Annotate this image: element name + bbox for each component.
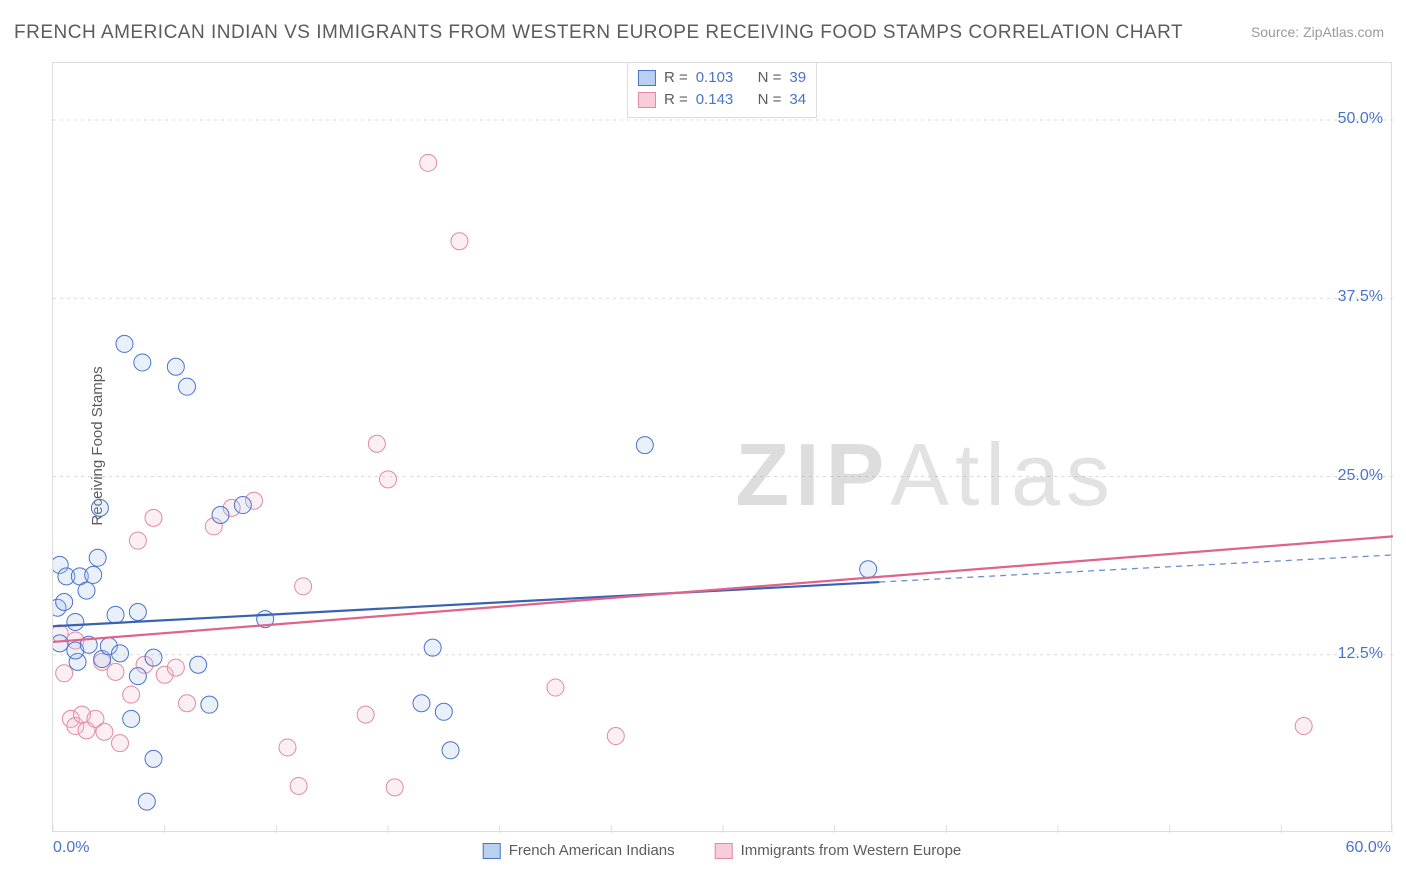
legend-series-item-blue: French American Indians (483, 842, 675, 859)
x-tick-label-max: 60.0% (1346, 839, 1391, 857)
plot-area: ZIPAtlas 12.5% 25.0% 37.5% 50.0% 0.0% 60… (52, 62, 1392, 832)
legend-series-item-pink: Immigrants from Western Europe (715, 842, 962, 859)
legend-N-value-blue: 39 (789, 67, 806, 89)
legend-series-label-blue: French American Indians (509, 842, 675, 859)
legend-swatch-blue (638, 70, 656, 86)
y-tick-label: 37.5% (1338, 288, 1383, 306)
legend-N-value-pink: 34 (789, 89, 806, 111)
y-tick-label: 50.0% (1338, 110, 1383, 128)
legend-series: French American Indians Immigrants from … (483, 842, 962, 859)
legend-swatch-blue (483, 843, 501, 859)
chart-title: FRENCH AMERICAN INDIAN VS IMMIGRANTS FRO… (14, 22, 1183, 43)
legend-N-label: N = (758, 67, 782, 89)
y-tick-label: 25.0% (1338, 467, 1383, 485)
legend-stats-box: R = 0.103 N = 39 R = 0.143 N = 34 (627, 63, 817, 118)
chart-svg (53, 63, 1393, 833)
legend-swatch-pink (638, 92, 656, 108)
x-tick-label-min: 0.0% (53, 839, 89, 857)
legend-R-label: R = (664, 89, 688, 111)
source-attribution: Source: ZipAtlas.com (1251, 24, 1384, 40)
legend-swatch-pink (715, 843, 733, 859)
y-tick-label: 12.5% (1338, 645, 1383, 663)
legend-series-label-pink: Immigrants from Western Europe (741, 842, 962, 859)
header-row: FRENCH AMERICAN INDIAN VS IMMIGRANTS FRO… (14, 22, 1392, 50)
legend-stats-row-blue: R = 0.103 N = 39 (638, 67, 806, 89)
chart-container: FRENCH AMERICAN INDIAN VS IMMIGRANTS FRO… (0, 0, 1406, 892)
legend-R-value-pink: 0.143 (696, 89, 734, 111)
legend-stats-row-pink: R = 0.143 N = 34 (638, 89, 806, 111)
legend-R-label: R = (664, 67, 688, 89)
legend-N-label: N = (758, 89, 782, 111)
legend-R-value-blue: 0.103 (696, 67, 734, 89)
